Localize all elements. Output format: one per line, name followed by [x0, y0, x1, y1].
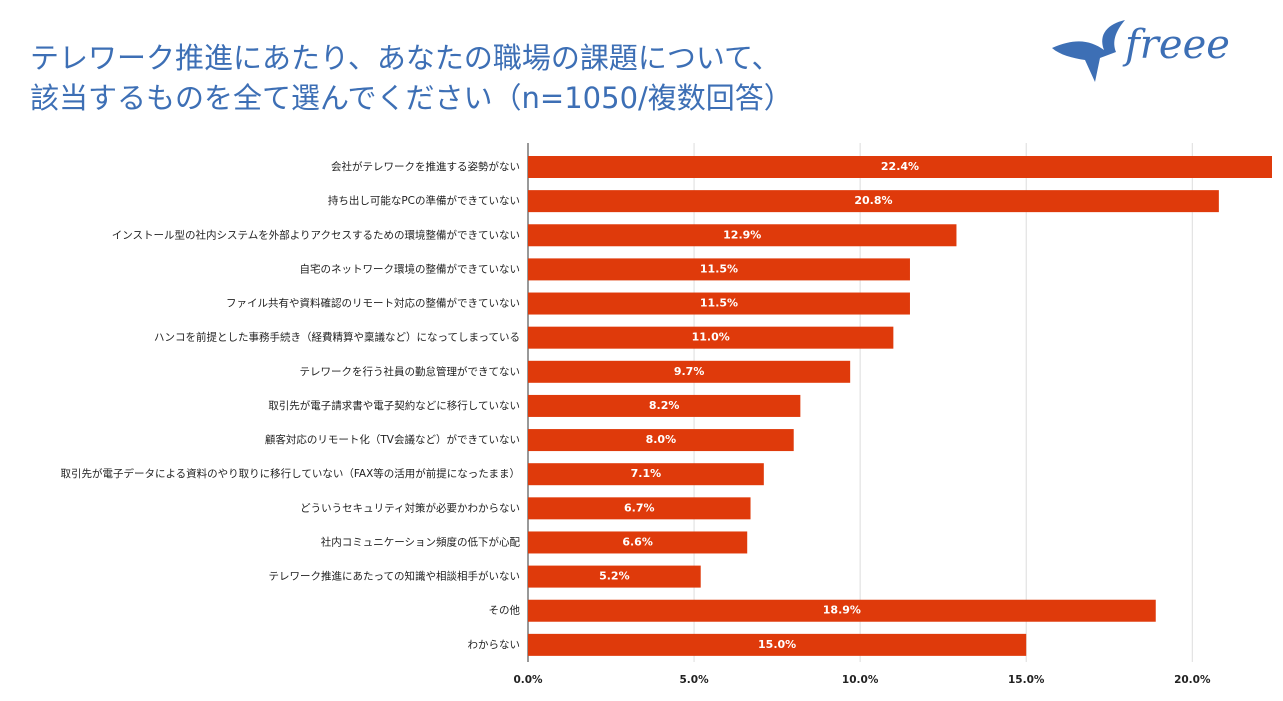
bar: [528, 633, 1027, 656]
value-label: 20.8%: [854, 194, 892, 207]
value-label: 15.0%: [758, 638, 796, 651]
y-tick-label: 自宅のネットワーク環境の整備ができていない: [300, 262, 521, 275]
value-label: 11.5%: [700, 297, 738, 310]
bar: [528, 156, 1272, 178]
value-label: 18.9%: [823, 604, 861, 617]
y-tick-label: わからない: [468, 639, 521, 651]
x-tick-label: 10.0%: [842, 674, 879, 686]
y-tick-label: ハンコを前提とした事務手続き（経費精算や稟議など）になってしまっている: [154, 331, 520, 344]
chart-title: 該当するものを全て選んでください（n=1050/複数回答）: [30, 81, 793, 115]
value-label: 7.1%: [631, 467, 662, 480]
y-tick-label: テレワーク推進にあたっての知識や相談相手がいない: [269, 570, 520, 583]
logo-bird: [1052, 20, 1125, 82]
bar: [528, 190, 1219, 213]
value-label: 11.5%: [700, 262, 738, 275]
y-tick-label: 取引先が電子請求書や電子契約などに移行していない: [268, 399, 520, 412]
bar: [528, 224, 957, 247]
y-tick-label: ファイル共有や資料確認のリモート対応の整備ができていない: [226, 297, 520, 310]
bar: [528, 394, 801, 417]
y-tick-label: その他: [489, 604, 521, 617]
y-tick-label: どういうセキュリティ対策が必要かわからない: [300, 501, 520, 514]
x-tick-label: 0.0%: [513, 674, 543, 686]
value-label: 5.2%: [599, 570, 630, 583]
x-tick-label: 15.0%: [1008, 674, 1045, 686]
value-label: 6.6%: [622, 535, 653, 548]
y-tick-label: 社内コミュニケーション頻度の低下が心配: [321, 535, 521, 548]
bar: [528, 326, 894, 349]
y-tick-label: インストール型の社内システムを外部よりアクセスするための環境整備ができていない: [112, 228, 520, 241]
bar: [528, 531, 748, 554]
y-tick-label: テレワークを行う社員の勤怠管理ができてない: [300, 365, 521, 378]
value-label: 12.9%: [723, 228, 761, 241]
bar: [528, 258, 910, 281]
y-tick-label: 会社がテレワークを推進する姿勢がない: [331, 160, 520, 173]
y-tick-label: 顧客対応のリモート化（TV会議など）ができていない: [265, 433, 520, 446]
bar: [528, 599, 1156, 622]
value-label: 8.2%: [649, 399, 680, 412]
value-label: 11.0%: [692, 331, 730, 344]
y-tick-label: 持ち出し可能なPCの準備ができていない: [328, 194, 520, 207]
y-tick-label: 取引先が電子データによる資料のやり取りに移行していない（FAX等の活用が前提にな…: [60, 467, 520, 480]
bar: [528, 429, 794, 452]
bar: [528, 565, 701, 588]
value-label: 6.7%: [624, 501, 655, 514]
chart-title: テレワーク推進にあたり、あなたの職場の課題について、: [30, 41, 781, 75]
value-label: 8.0%: [646, 433, 677, 446]
x-tick-label: 5.0%: [680, 674, 710, 686]
logo-text: freee: [1122, 22, 1230, 68]
bar: [528, 463, 764, 486]
x-tick-label: 20.0%: [1174, 674, 1211, 686]
bar: [528, 497, 751, 520]
bar: [528, 292, 910, 315]
logo: freee: [1052, 20, 1230, 82]
bar: [528, 360, 851, 383]
value-label: 22.4%: [881, 160, 919, 173]
value-label: 9.7%: [674, 365, 705, 378]
